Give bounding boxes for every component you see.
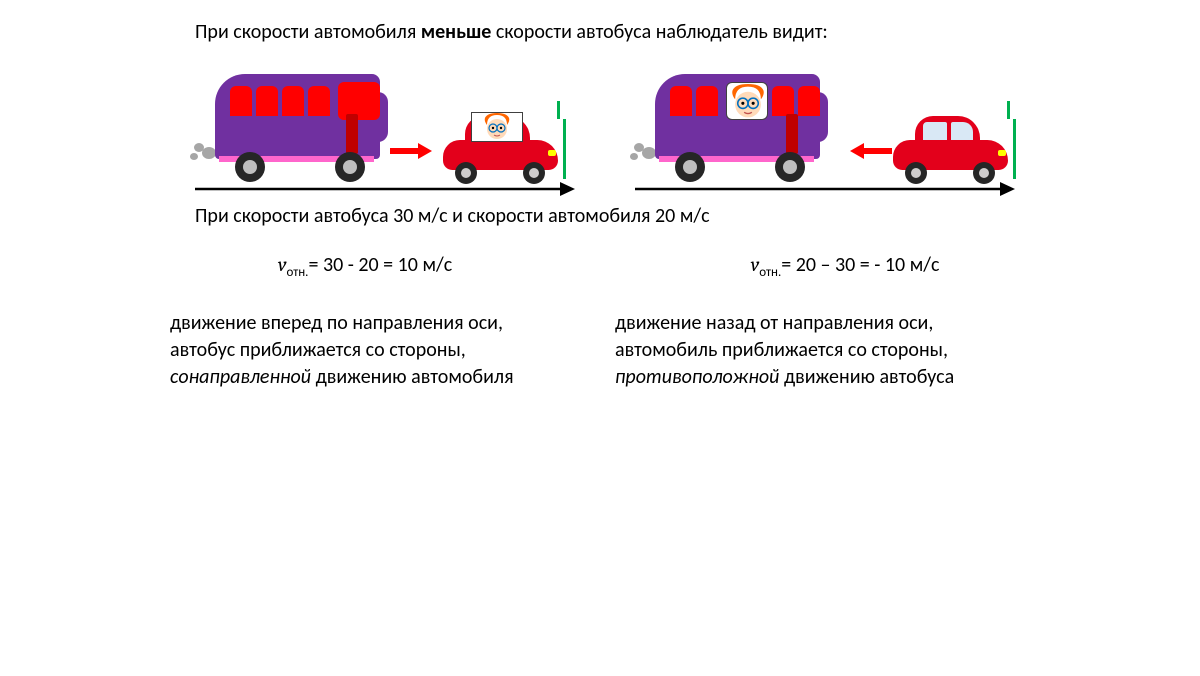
desc-line3: сонаправленной движению автомобиля xyxy=(170,364,570,391)
header-pre: При скорости автомобиля xyxy=(195,20,421,44)
scene-left xyxy=(195,59,575,199)
reference-line-bottom xyxy=(563,119,566,179)
bus-icon xyxy=(195,74,380,184)
desc-line1: движение назад от направления оси, xyxy=(615,310,1015,337)
reference-line-bottom xyxy=(1013,119,1016,179)
formula-sub: отн. xyxy=(759,265,781,280)
formula-expr: = 30 - 20 = 10 м/с xyxy=(308,253,452,277)
formula-left: vотн.= 30 - 20 = 10 м/с xyxy=(195,253,535,280)
formula-sub: отн. xyxy=(286,265,308,280)
formula-var: v xyxy=(751,253,760,276)
subheader-text: При скорости автобуса 30 м/с и скорости … xyxy=(195,204,1200,228)
desc-line2: автомобиль приближается со стороны, xyxy=(615,337,1015,364)
bus-wheel-front xyxy=(775,152,805,182)
axis-arrow-icon xyxy=(195,179,575,199)
scenes-row xyxy=(195,59,1200,199)
desc-line1: движение вперед по направления оси, xyxy=(170,310,570,337)
bus-wheel-front xyxy=(335,152,365,182)
desc-line3: противоположной движению автобуса xyxy=(615,364,1015,391)
reference-line-top xyxy=(1007,101,1010,119)
formula-expr: = 20 – 30 = - 10 м/с xyxy=(781,253,939,277)
header-bold: меньше xyxy=(421,20,491,44)
formulas-row: vотн.= 30 - 20 = 10 м/с vотн.= 20 – 30 =… xyxy=(195,253,1200,280)
descriptions-row: движение вперед по направления оси, авто… xyxy=(170,310,1200,391)
car-icon xyxy=(893,114,1008,184)
formula-right: vотн.= 20 – 30 = - 10 м/с xyxy=(675,253,1015,280)
header-post: скорости автобуса наблюдатель видит: xyxy=(491,20,827,44)
bus-wheel-rear xyxy=(235,152,265,182)
reference-line-top xyxy=(557,101,560,119)
scene-right xyxy=(635,59,1015,199)
bus-wheel-rear xyxy=(675,152,705,182)
axis-arrow-icon xyxy=(635,179,1015,199)
header-text: При скорости автомобиля меньше скорости … xyxy=(195,20,1200,44)
description-right: движение назад от направления оси, автом… xyxy=(615,310,1015,391)
velocity-arrow-right-icon xyxy=(390,141,432,161)
desc-line2: автобус приближается со стороны, xyxy=(170,337,570,364)
velocity-arrow-left-icon xyxy=(850,141,892,161)
description-left: движение вперед по направления оси, авто… xyxy=(170,310,570,391)
car-icon xyxy=(443,114,558,184)
bus-door xyxy=(346,114,358,154)
bus-door xyxy=(786,114,798,154)
observer-face-icon xyxy=(471,112,523,142)
bus-icon xyxy=(635,74,820,184)
